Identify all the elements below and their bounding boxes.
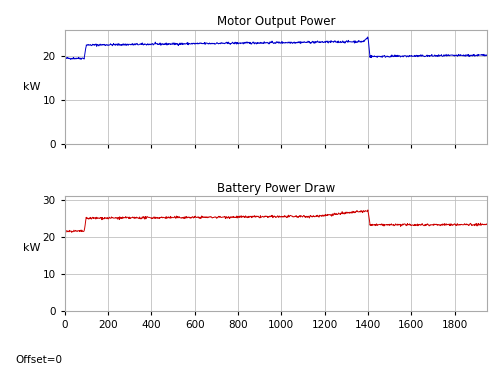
Text: Offset=0: Offset=0: [15, 354, 62, 364]
Y-axis label: kW: kW: [22, 243, 40, 253]
Y-axis label: kW: kW: [22, 82, 40, 92]
Title: Battery Power Draw: Battery Power Draw: [217, 182, 335, 195]
Title: Motor Output Power: Motor Output Power: [217, 16, 335, 28]
